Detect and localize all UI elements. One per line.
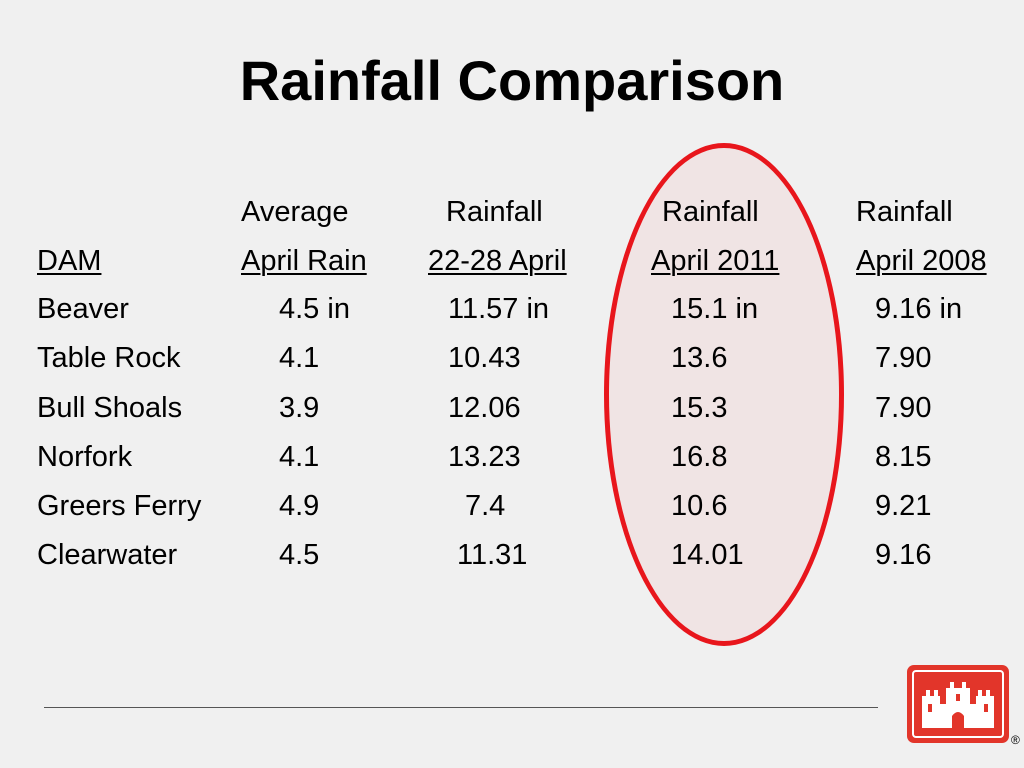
row-2011: 15.1 in (671, 293, 759, 325)
row-2011: 13.6 (671, 342, 728, 374)
row-2011: 16.8 (671, 441, 728, 473)
header-april-2011: April 2011 (651, 245, 780, 277)
row-2008: 9.16 (875, 539, 932, 571)
row-2008: 7.90 (875, 392, 932, 424)
row-dam-name: Beaver (37, 293, 129, 325)
row-2011: 14.01 (671, 539, 744, 571)
row-average: 4.5 (279, 539, 320, 571)
header-dam: DAM (37, 245, 102, 277)
row-week: 13.23 (448, 441, 521, 473)
row-2008: 9.21 (875, 490, 932, 522)
header-22-28-april: 22-28 April (428, 245, 567, 277)
row-average: 4.1 (279, 342, 320, 374)
row-2008: 8.15 (875, 441, 932, 473)
row-dam-name: Bull Shoals (37, 392, 183, 424)
row-average: 4.9 (279, 490, 320, 522)
row-average: 4.5 in (279, 293, 350, 325)
corps-castle-logo (906, 664, 1010, 744)
header-rainfall-week: Rainfall (446, 196, 543, 228)
row-week: 11.57 in (448, 293, 550, 325)
row-dam-name: Norfork (37, 441, 133, 473)
header-rainfall-2008: Rainfall (856, 196, 953, 228)
row-2008: 9.16 in (875, 293, 963, 325)
registered-mark: ® (1011, 733, 1020, 747)
row-week: 12.06 (448, 392, 521, 424)
row-dam-name: Greers Ferry (37, 490, 202, 522)
header-average: Average (241, 196, 349, 228)
header-april-2008: April 2008 (856, 245, 987, 277)
row-average: 4.1 (279, 441, 320, 473)
page-title: Rainfall Comparison (239, 49, 785, 112)
row-week: 10.43 (448, 342, 521, 374)
row-2011: 10.6 (671, 490, 728, 522)
row-week: 7.4 (465, 490, 506, 522)
footer-divider (44, 707, 878, 708)
row-week: 11.31 (457, 539, 528, 571)
row-dam-name: Clearwater (37, 539, 178, 571)
row-2008: 7.90 (875, 342, 932, 374)
row-2011: 15.3 (671, 392, 728, 424)
row-dam-name: Table Rock (37, 342, 181, 374)
highlight-ellipse-april-2011 (604, 143, 844, 646)
header-april-rain: April Rain (241, 245, 367, 277)
castle-icon (907, 665, 1009, 743)
row-average: 3.9 (279, 392, 320, 424)
header-rainfall-2011: Rainfall (662, 196, 759, 228)
